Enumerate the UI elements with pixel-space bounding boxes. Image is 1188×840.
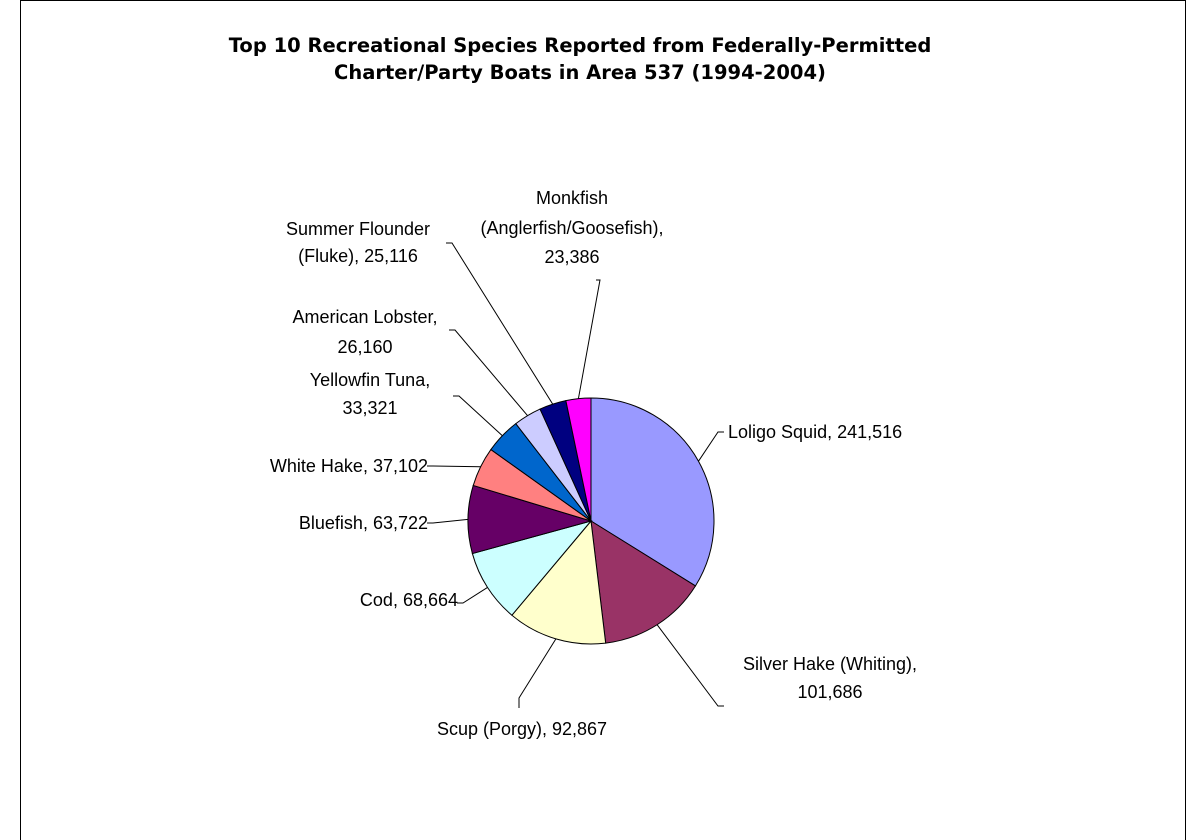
data-label-silver-hake-whiting: Silver Hake (Whiting), 101,686	[743, 654, 917, 702]
data-label-white-hake: White Hake, 37,102	[270, 456, 428, 476]
leader-line-loligo-squid	[698, 431, 724, 462]
leader-line-cod	[457, 586, 488, 604]
leader-line-monkfish-anglerfish-goosefish	[577, 279, 601, 399]
leader-line-silver-hake-whiting	[656, 624, 724, 707]
leader-line-summer-flounder-fluke	[446, 242, 554, 405]
data-label-loligo-squid: Loligo Squid, 241,516	[728, 422, 902, 442]
data-label-scup-porgy: Scup (Porgy), 92,867	[437, 719, 607, 739]
leader-line-american-lobster	[449, 329, 528, 416]
chart-title: Top 10 Recreational Species Reported fro…	[228, 34, 932, 84]
leader-line-yellowfin-tuna	[453, 395, 503, 437]
data-label-bluefish: Bluefish, 63,722	[299, 513, 428, 533]
pie-slice-scup-porgy	[511, 519, 607, 645]
data-label-american-lobster: American Lobster, 26,160	[292, 307, 437, 357]
data-label-summer-flounder-fluke: Summer Flounder (Fluke), 25,116	[286, 219, 430, 266]
pie-slice-loligo-squid	[590, 397, 715, 587]
leader-line-scup-porgy	[518, 638, 557, 708]
data-label-yellowfin-tuna: Yellowfin Tuna, 33,321	[310, 370, 430, 418]
data-label-monkfish-anglerfish-goosefish: Monkfish (Anglerfish/Goosefish), 23,386	[480, 188, 663, 267]
data-label-cod: Cod, 68,664	[360, 590, 458, 610]
leader-line-bluefish	[427, 518, 469, 524]
leader-line-white-hake	[427, 465, 481, 468]
pie-slice-cod	[471, 520, 593, 616]
